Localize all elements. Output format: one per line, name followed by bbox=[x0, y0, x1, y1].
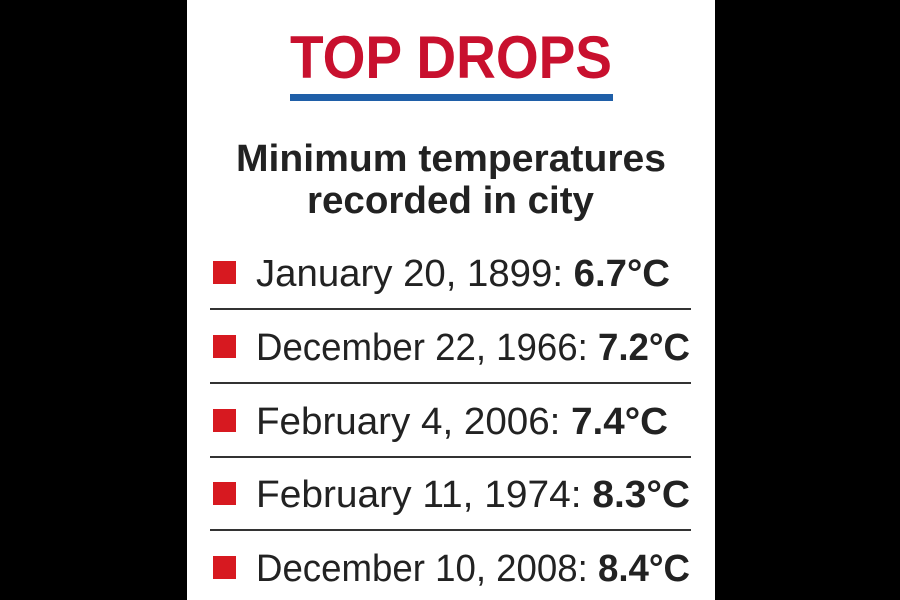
subtitle-line: Minimum temperatures bbox=[236, 138, 666, 180]
item-date: February 4, 2006: bbox=[256, 401, 560, 443]
item-text: February 4, 2006: 7.4°C bbox=[256, 401, 668, 443]
subtitle-line: recorded in city bbox=[307, 180, 594, 222]
title: TOP DROPS bbox=[290, 24, 612, 91]
item-text: December 22, 1966: 7.2°C bbox=[256, 327, 690, 369]
item-date: December 10, 2008: bbox=[256, 548, 588, 590]
bullet bbox=[213, 482, 236, 505]
bullet bbox=[213, 409, 236, 432]
list: January 20, 1899: 6.7°C December 22, 1966… bbox=[210, 253, 691, 590]
item-text: February 11, 1974: 8.3°C bbox=[256, 474, 690, 516]
item-date: February 11, 1974: bbox=[256, 474, 582, 516]
bullet bbox=[213, 556, 236, 579]
item-value: 8.3°C bbox=[592, 474, 690, 516]
item-value: 7.4°C bbox=[571, 401, 668, 443]
bullet bbox=[213, 335, 236, 358]
title-underline bbox=[290, 94, 613, 101]
bullet bbox=[213, 261, 236, 284]
item-text: December 10, 2008: 8.4°C bbox=[256, 548, 690, 590]
item-date: January 20, 1899: bbox=[256, 253, 563, 295]
item-value: 7.2°C bbox=[598, 327, 690, 369]
item-date: December 22, 1966: bbox=[256, 327, 588, 369]
item-value: 6.7°C bbox=[574, 253, 670, 295]
item-value: 8.4°C bbox=[598, 548, 690, 590]
item-text: January 20, 1899: 6.7°C bbox=[256, 253, 670, 295]
